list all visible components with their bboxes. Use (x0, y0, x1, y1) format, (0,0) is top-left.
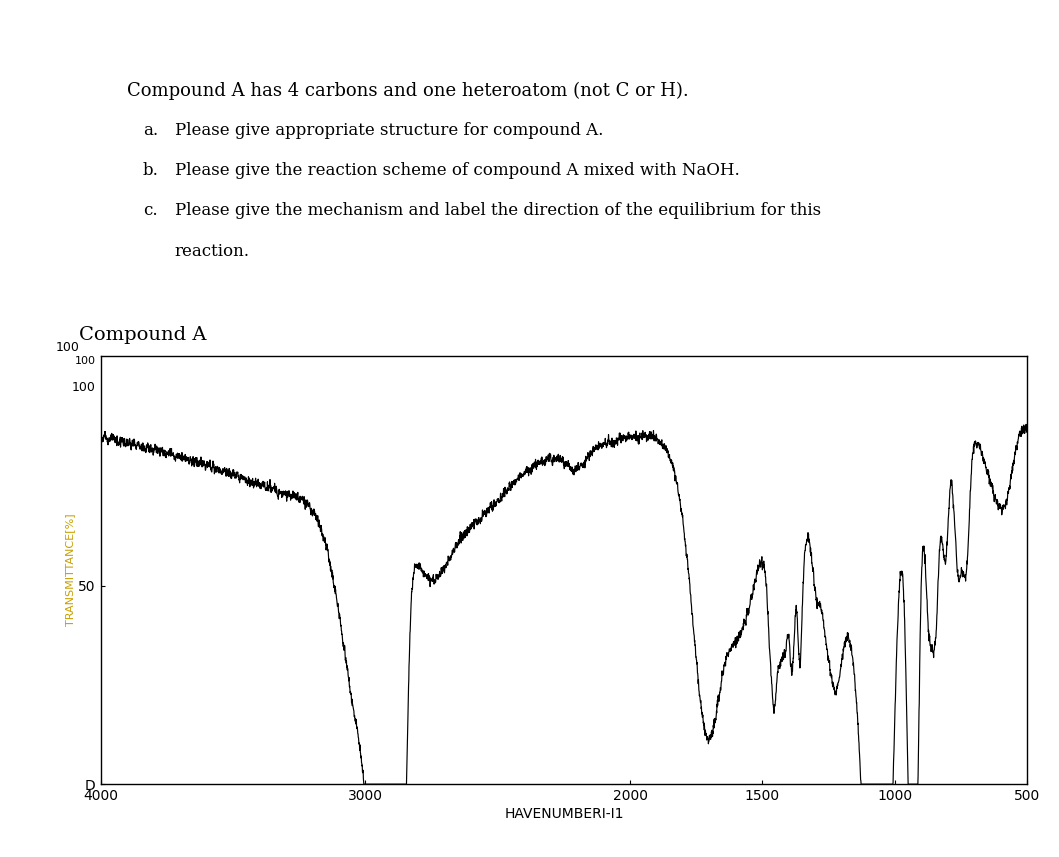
X-axis label: HAVENUMBERI-I1: HAVENUMBERI-I1 (504, 807, 624, 821)
Text: Please give the mechanism and label the direction of the equilibrium for this: Please give the mechanism and label the … (175, 202, 821, 219)
Text: 100: 100 (72, 381, 96, 394)
Text: b.: b. (143, 162, 159, 179)
Text: Please give the reaction scheme of compound A mixed with NaOH.: Please give the reaction scheme of compo… (175, 162, 739, 179)
Text: 100: 100 (55, 341, 79, 354)
Text: a.: a. (143, 122, 158, 139)
Y-axis label: TRANSMITTANCE[%]: TRANSMITTANCE[%] (66, 513, 75, 626)
Text: Please give appropriate structure for compound A.: Please give appropriate structure for co… (175, 122, 604, 139)
Text: reaction.: reaction. (175, 243, 250, 260)
Text: Compound A has 4 carbons and one heteroatom (not C or H).: Compound A has 4 carbons and one heteroa… (127, 81, 688, 99)
Text: Compound A: Compound A (79, 326, 207, 344)
Text: 100: 100 (75, 356, 96, 366)
Text: c.: c. (143, 202, 158, 219)
